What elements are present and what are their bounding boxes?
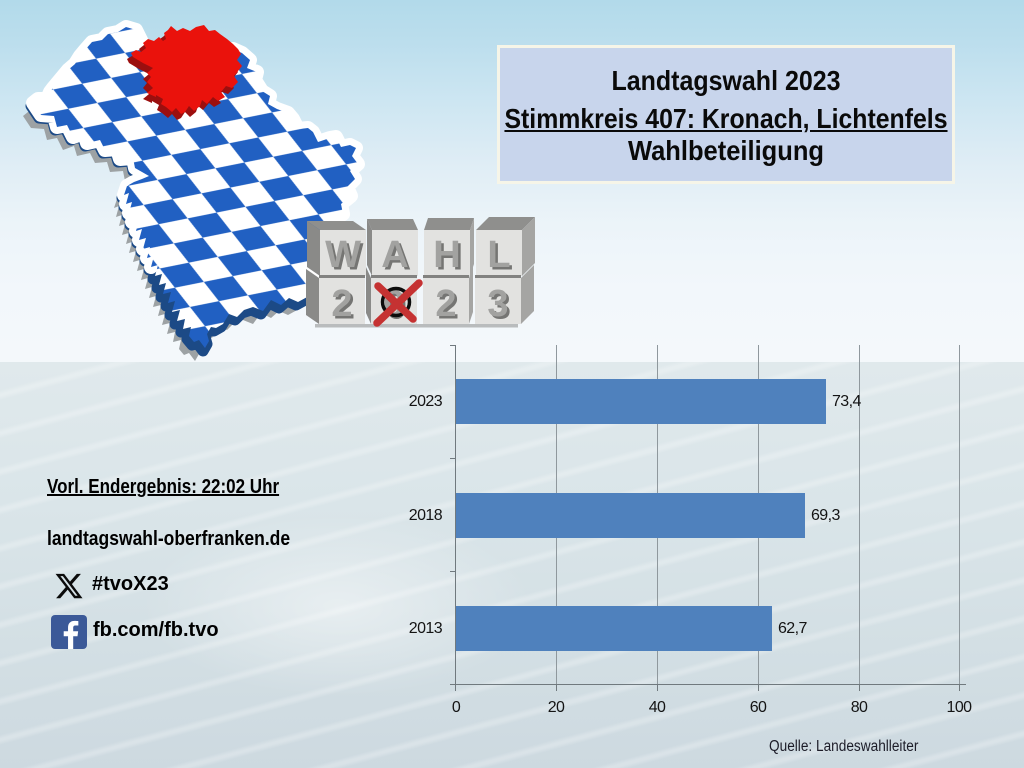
svg-text:2: 2 — [435, 283, 456, 325]
svg-text:2: 2 — [331, 283, 352, 325]
svg-text:L: L — [487, 234, 510, 276]
svg-text:3: 3 — [487, 283, 508, 325]
svg-text:A: A — [381, 234, 408, 276]
svg-text:W: W — [325, 234, 361, 276]
svg-text:H: H — [433, 234, 460, 276]
